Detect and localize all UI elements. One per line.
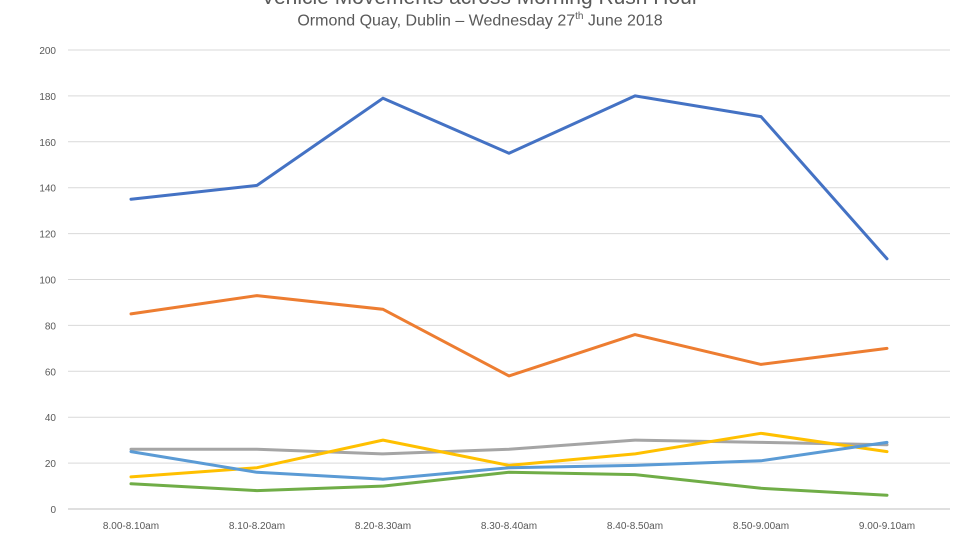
- series-line-6: [129, 470, 889, 497]
- series-line-1: [129, 94, 889, 261]
- y-tick-label: 20: [45, 459, 57, 470]
- y-tick-label: 80: [45, 321, 57, 332]
- x-axis-ticks: 8.00-8.10am 8.10-8.20am 8.20-8.30am 8.30-8.…: [103, 521, 915, 532]
- y-tick-label: 180: [39, 92, 56, 103]
- x-tick-label: 8.40-8.50am: [607, 521, 663, 532]
- series-lines: [129, 94, 889, 497]
- x-tick-label: 8.50-9.00am: [733, 521, 789, 532]
- y-tick-label: 40: [45, 413, 57, 424]
- x-tick-label: 8.20-8.30am: [355, 521, 411, 532]
- x-tick-label: 8.10-8.20am: [229, 521, 285, 532]
- y-tick-label: 200: [39, 46, 56, 57]
- series-line-2: [129, 294, 889, 378]
- y-tick-label: 100: [39, 276, 56, 287]
- x-tick-label: 8.30-8.40am: [481, 521, 537, 532]
- y-tick-label: 0: [50, 505, 56, 516]
- subtitle-ordinal-suffix: th: [575, 11, 584, 22]
- x-tick-label: 8.00-8.10am: [103, 521, 159, 532]
- y-axis-ticks: 0 20 40 60 80 100 120 140 160 180 200: [39, 46, 56, 516]
- gridlines: [68, 49, 950, 510]
- chart-title: Vehicle Movements across Morning Rush Ho…: [0, 0, 960, 10]
- subtitle-text-end: June 2018: [583, 12, 663, 30]
- chart-subtitle: Ormond Quay, Dublin – Wednesday 27th Jun…: [0, 11, 960, 30]
- series-line-4: [129, 431, 889, 479]
- series-line-3: [129, 438, 889, 456]
- series-line-5: [129, 440, 889, 481]
- y-tick-label: 160: [39, 138, 56, 149]
- y-tick-label: 60: [45, 367, 57, 378]
- y-tick-label: 140: [39, 184, 56, 195]
- subtitle-text: Ormond Quay, Dublin – Wednesday 27: [297, 12, 576, 30]
- x-tick-label: 9.00-9.10am: [859, 521, 915, 532]
- y-tick-label: 120: [39, 230, 56, 241]
